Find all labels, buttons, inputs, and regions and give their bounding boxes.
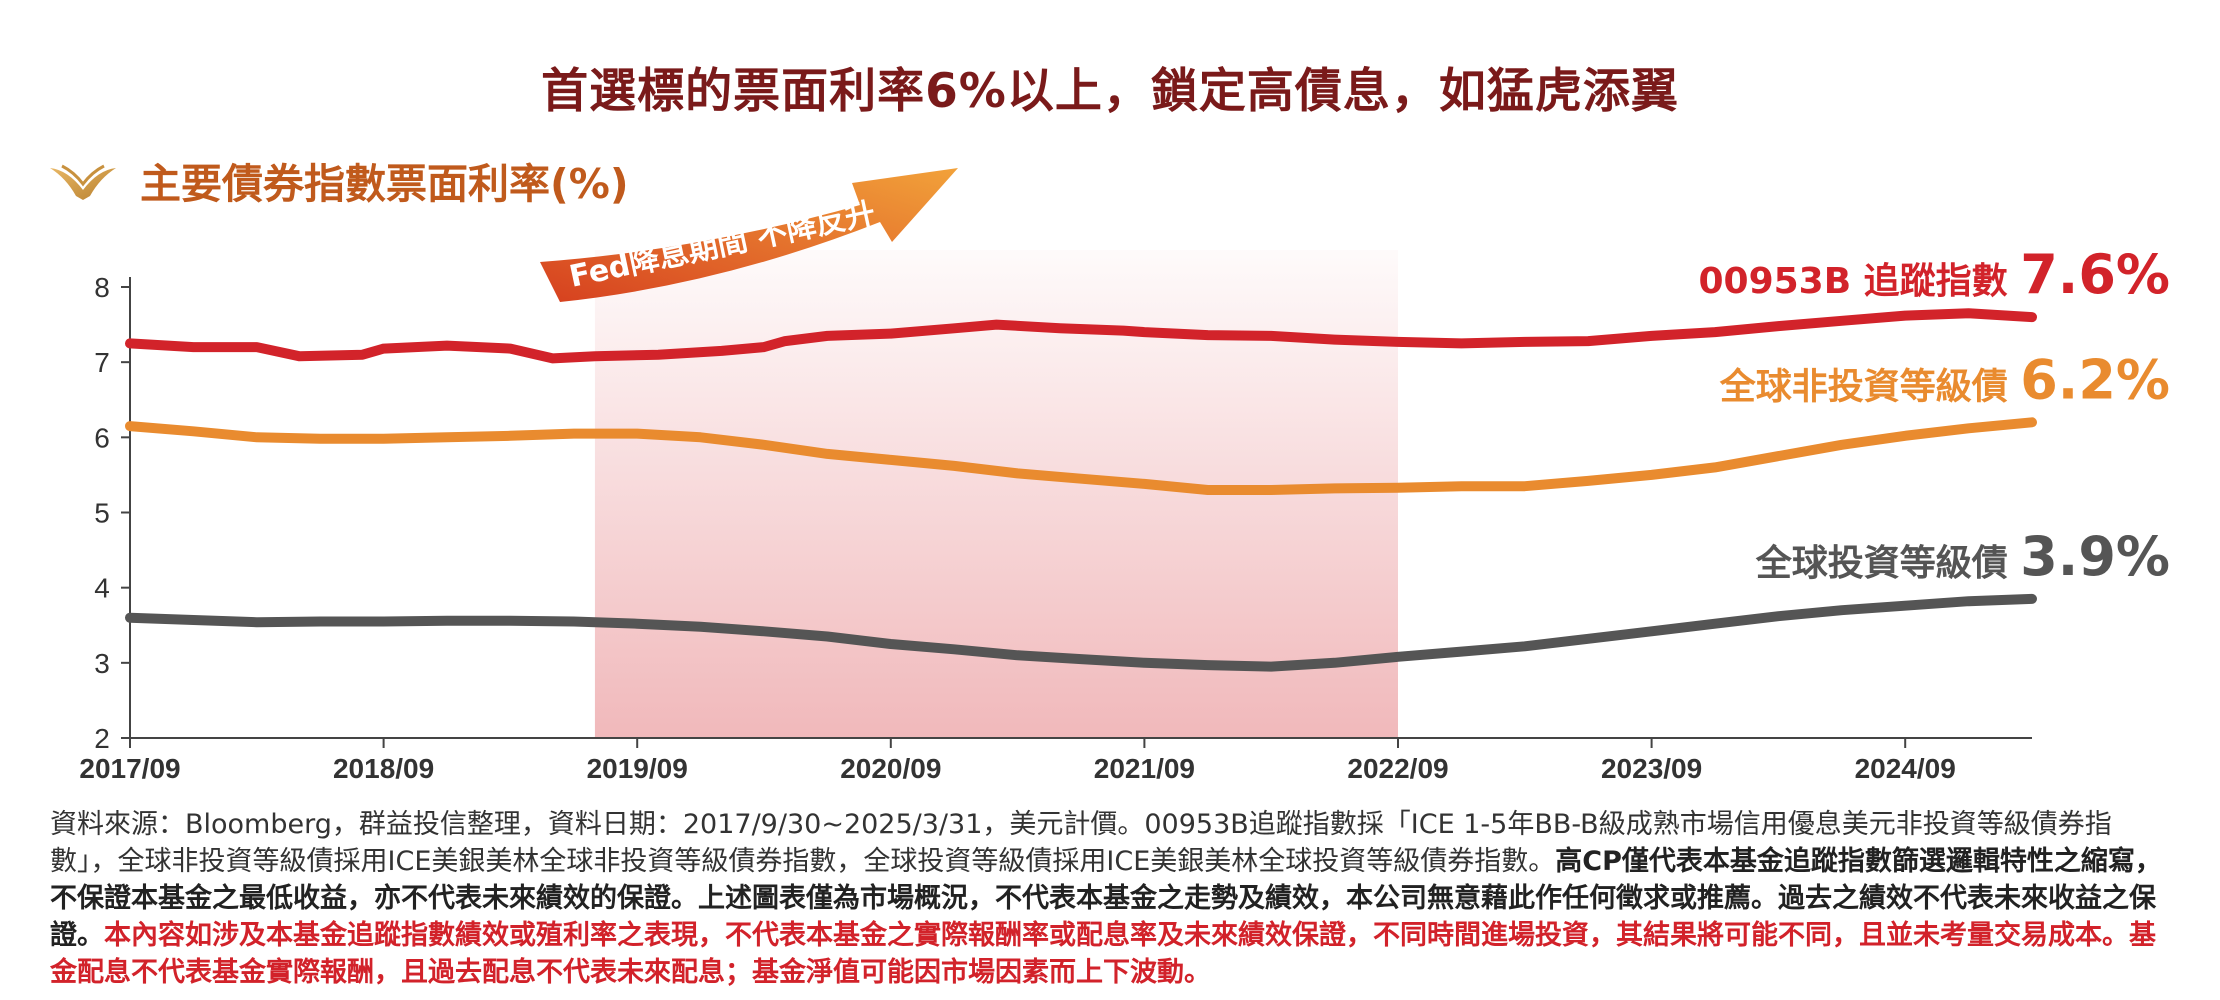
x-tick-label: 2024/09 [1855, 753, 1956, 784]
y-tick-label: 8 [94, 272, 110, 303]
series-line-3 [125, 593, 2037, 672]
series-value: 7.6% [2020, 243, 2170, 306]
chart-subtitle: 主要債券指數票面利率(%) [140, 160, 629, 208]
series-value: 3.9% [2020, 525, 2170, 588]
y-tick-label: 6 [94, 422, 110, 453]
x-tick-label: 2017/09 [79, 753, 180, 784]
series-name: 00953B 追蹤指數 [1698, 261, 2020, 302]
series-line-1 [125, 308, 2037, 364]
series-end-label: 全球非投資等級債 6.2% [1719, 348, 2170, 411]
line-chart: 2 3 4 5 6 7 8 2017/09 2018/09 2019/09 2020/09 2021/… [79, 168, 2170, 784]
x-tick-label: 2021/09 [1094, 753, 1195, 784]
x-tick-label: 2018/09 [333, 753, 434, 784]
series-name: 全球非投資等級債 [1719, 365, 2021, 407]
footnote: 資料來源：Bloomberg，群益投信整理，資料日期：2017/9/30~202… [50, 806, 2170, 991]
wings-logo-icon [50, 164, 116, 200]
y-tick-label: 2 [94, 723, 110, 754]
series-line-2 [125, 417, 2037, 495]
footnote-warning: 本內容如涉及本基金追蹤指數績效或殖利率之表現，不代表本基金之實際報酬率或配息率及… [50, 920, 2156, 988]
series-value: 6.2% [2020, 348, 2170, 411]
chart-subtitle-row: 主要債券指數票面利率(%) [48, 150, 629, 210]
series-end-label: 全球投資等級債 3.9% [1755, 525, 2170, 588]
footnote-source: 資料來源：Bloomberg，群益投信整理，資料日期：2017/9/30~202… [50, 809, 2112, 877]
x-tick-label: 2019/09 [587, 753, 688, 784]
series-end-label: 00953B 追蹤指數 7.6% [1698, 243, 2170, 306]
page-title: 首選標的票面利率6%以上，鎖定高債息，如猛虎添翼 [541, 64, 1679, 119]
y-tick-label: 4 [94, 573, 110, 604]
x-tick-label: 2023/09 [1601, 753, 1702, 784]
series-name: 全球投資等級債 [1755, 542, 2021, 584]
y-tick-label: 7 [94, 347, 110, 378]
y-tick-label: 3 [94, 648, 110, 679]
annotation-arrow [540, 168, 958, 302]
x-tick-label: 2022/09 [1347, 753, 1448, 784]
x-tick-label: 2020/09 [840, 753, 941, 784]
y-tick-label: 5 [94, 498, 110, 529]
footnote-disclaimer: 高CP僅代表本基金追蹤指數篩選邏輯特性之縮寫，不保證本基金之最低收益，亦不代表未… [50, 846, 2162, 951]
